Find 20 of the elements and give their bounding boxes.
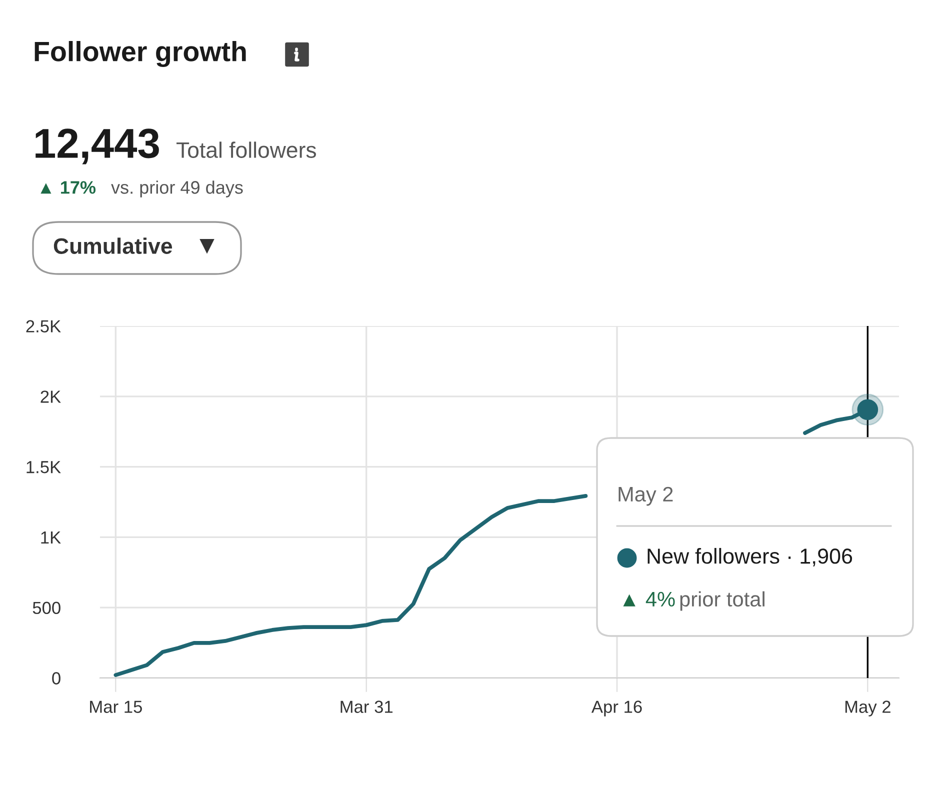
text: ▲ 17% — [40, 181, 96, 194]
text: vs. prior 49 days — [111, 180, 243, 198]
annotation: ▲ 4% — [623, 592, 675, 607]
annotation: prior total — [680, 591, 764, 611]
text: Cumulative — [54, 238, 172, 254]
y-tick-label: 0 — [52, 672, 60, 684]
x-tick-label: May 2 — [845, 700, 890, 716]
text: 12,443 — [36, 128, 159, 164]
chart-title: Follower growth — [34, 40, 246, 68]
y-tick-label: 1K — [41, 532, 61, 544]
y-tick-label: 2.5K — [26, 320, 61, 332]
y-tick-label: 2K — [40, 390, 61, 403]
x-tick-label: Mar 15 — [90, 700, 142, 713]
annotation: May 2 — [618, 486, 673, 506]
annotation: New followers · 1,906 — [648, 548, 852, 566]
y-tick-label: 500 — [32, 602, 60, 614]
x-tick-label: Mar 31 — [340, 700, 393, 713]
y-tick-label: 1.5K — [26, 461, 61, 474]
text: Total followers — [176, 142, 316, 158]
x-tick-label: Apr 16 — [591, 700, 642, 716]
